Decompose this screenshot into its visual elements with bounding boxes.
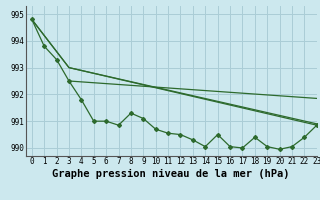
X-axis label: Graphe pression niveau de la mer (hPa): Graphe pression niveau de la mer (hPa) [52,169,290,179]
